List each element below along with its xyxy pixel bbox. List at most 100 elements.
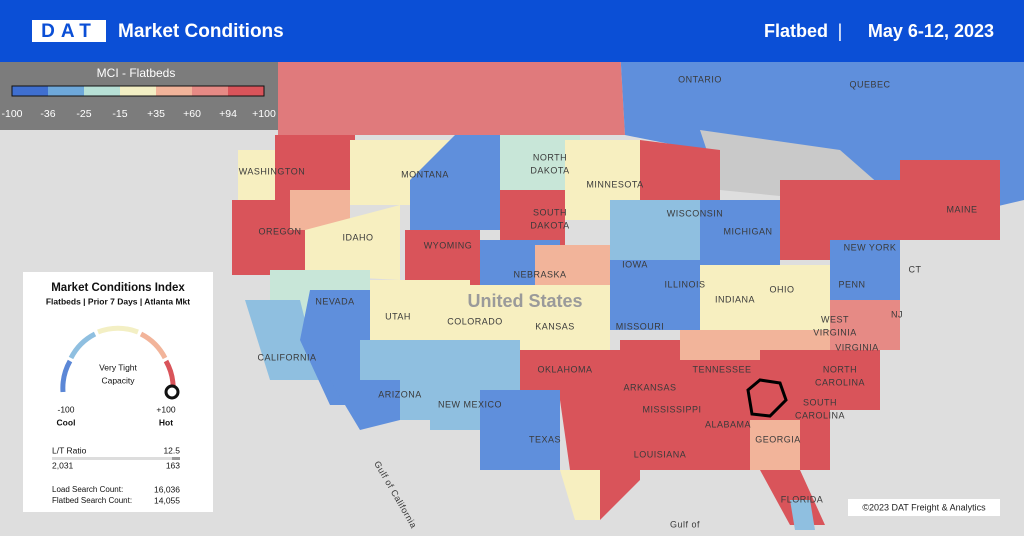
map-label: COLORADO bbox=[447, 316, 503, 326]
legend-tick-label: +94 bbox=[219, 108, 237, 120]
load-search-label: Load Search Count: bbox=[52, 485, 123, 494]
map-label: SOUTH bbox=[803, 397, 837, 407]
map-label: CT bbox=[909, 264, 922, 274]
ratio-label: L/T Ratio bbox=[52, 445, 87, 455]
map-label: CAROLINA bbox=[795, 410, 845, 420]
map-regions bbox=[232, 48, 1024, 530]
map-label: WEST bbox=[821, 314, 849, 324]
copyright-box bbox=[848, 499, 1000, 516]
map-label: VIRGINIA bbox=[813, 327, 857, 337]
map-label: PENN bbox=[838, 279, 865, 289]
legend-tick-label: -15 bbox=[112, 108, 127, 120]
map-label: IDAHO bbox=[342, 232, 373, 242]
map-label: KANSAS bbox=[535, 321, 575, 331]
map-label: CALIFORNIA bbox=[257, 352, 316, 362]
legend-tick-label: -25 bbox=[76, 108, 91, 120]
map-label: WYOMING bbox=[424, 240, 473, 250]
map-label: TENNESSEE bbox=[692, 364, 751, 374]
map-label: OREGON bbox=[258, 226, 301, 236]
map-label: LOUISIANA bbox=[634, 449, 687, 459]
map-label: DAKOTA bbox=[530, 220, 569, 230]
map-label: United States bbox=[467, 291, 582, 311]
logo: DAT bbox=[41, 21, 97, 42]
map-label: MAINE bbox=[946, 204, 977, 214]
map-label: NEBRASKA bbox=[513, 269, 566, 279]
map-label: ARIZONA bbox=[378, 389, 422, 399]
map-label: NEVADA bbox=[315, 296, 354, 306]
ratio: 12.5 bbox=[163, 445, 180, 455]
map-label: GEORGIA bbox=[755, 434, 801, 444]
ratio-bar bbox=[52, 457, 180, 460]
ratio-bar-fill bbox=[172, 457, 180, 460]
gauge-min: -100 bbox=[57, 404, 74, 414]
map-labels: ONTARIO QUEBEC WASHINGTON MONTANA NORTH DAKOT… bbox=[239, 74, 977, 530]
map-label: CAROLINA bbox=[815, 377, 865, 387]
flatbed-search: 14,055 bbox=[154, 495, 180, 505]
legend-swatch bbox=[192, 86, 228, 96]
card-title: Market Conditions Index bbox=[51, 282, 185, 294]
legend-swatch bbox=[228, 86, 264, 96]
map-label: NJ bbox=[891, 309, 903, 319]
flatbed-search-label: Flatbed Search Count: bbox=[52, 496, 132, 505]
map-label: Gulf of bbox=[670, 519, 700, 529]
header-bar bbox=[0, 0, 1024, 62]
map-label: ILLINOIS bbox=[664, 279, 705, 289]
gauge-max-label: Hot bbox=[159, 417, 173, 427]
loads: 2,031 bbox=[52, 460, 74, 470]
trucks: 163 bbox=[166, 460, 180, 470]
load-search: 16,036 bbox=[154, 484, 180, 494]
map-label: OKLAHOMA bbox=[537, 364, 592, 374]
legend-outline bbox=[11, 85, 265, 97]
map-label: DAKOTA bbox=[530, 165, 569, 175]
map-label: MICHIGAN bbox=[724, 226, 773, 236]
map-label: MINNESOTA bbox=[586, 179, 643, 189]
index-card bbox=[23, 272, 213, 512]
map-label: IOWA bbox=[622, 259, 648, 269]
equipment: Flatbed bbox=[764, 21, 828, 41]
header-title: Market Conditions bbox=[118, 21, 284, 42]
legend-tick-label: +60 bbox=[183, 108, 201, 120]
map-label: ARKANSAS bbox=[623, 382, 676, 392]
legend-title: MCI - Flatbeds bbox=[97, 66, 176, 80]
legend-tick-label: -100 bbox=[1, 108, 22, 120]
map-label: VIRGINIA bbox=[835, 342, 879, 352]
copyright: ©2023 DAT Freight & Analytics bbox=[862, 502, 986, 512]
map-label: UTAH bbox=[385, 311, 411, 321]
legend-swatch bbox=[12, 86, 48, 96]
map-label: WISCONSIN bbox=[667, 208, 724, 218]
map-label: OHIO bbox=[769, 284, 794, 294]
legend-swatch bbox=[48, 86, 84, 96]
legend-bar: -100 -36 -25 -15 +35 +60 +94 +100 bbox=[1, 85, 276, 120]
map-label: FLORIDA bbox=[781, 494, 824, 504]
legend-tick-label: +100 bbox=[252, 108, 276, 120]
logo-box bbox=[32, 20, 106, 42]
map-label: TEXAS bbox=[529, 434, 561, 444]
map-label: MISSOURI bbox=[616, 321, 665, 331]
map-label: WASHINGTON bbox=[239, 166, 306, 176]
map-label: MISSISSIPPI bbox=[642, 404, 701, 414]
map-label: NORTH bbox=[533, 152, 567, 162]
legend-tick-label: +35 bbox=[147, 108, 165, 120]
map-label: MONTANA bbox=[401, 169, 449, 179]
date-range: May 6-12, 2023 bbox=[868, 21, 994, 41]
status: Capacity bbox=[101, 375, 135, 385]
map-label: SOUTH bbox=[533, 207, 567, 217]
gauge-max: +100 bbox=[156, 404, 175, 414]
map-label: INDIANA bbox=[715, 294, 755, 304]
map-label: QUEBEC bbox=[849, 79, 890, 89]
legend-swatch bbox=[156, 86, 192, 96]
card-subtitle: Flatbeds | Prior 7 Days | Atlanta Mkt bbox=[46, 296, 190, 306]
map-label: ALABAMA bbox=[705, 419, 751, 429]
map-label: NORTH bbox=[823, 364, 857, 374]
map-label: NEW YORK bbox=[844, 242, 897, 252]
map-label: ONTARIO bbox=[678, 74, 722, 84]
status: Very Tight bbox=[99, 362, 137, 372]
gauge-min-label: Cool bbox=[57, 417, 76, 427]
map-label: NEW MEXICO bbox=[438, 399, 502, 409]
separator: | bbox=[838, 21, 843, 41]
legend-tick-label: -36 bbox=[40, 108, 55, 120]
legend-swatch bbox=[84, 86, 120, 96]
legend-swatch bbox=[120, 86, 156, 96]
gauge bbox=[60, 325, 180, 400]
